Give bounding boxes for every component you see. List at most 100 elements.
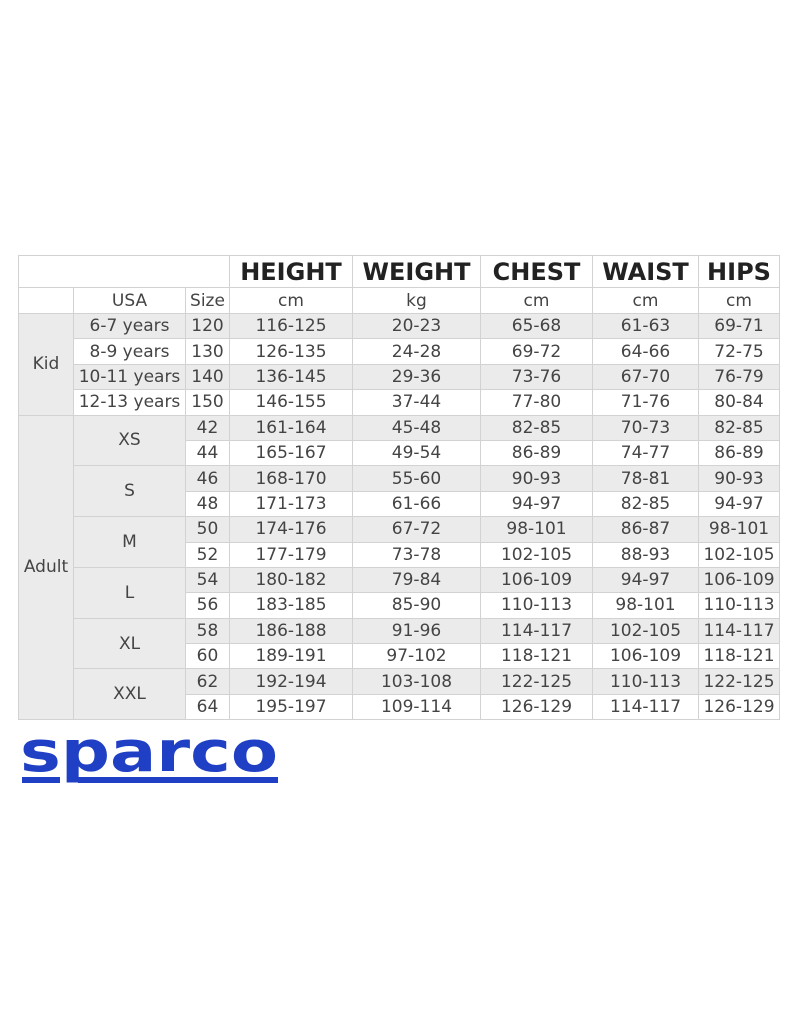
table-row: 60 189-191 97-102 118-121 106-109 118-121: [19, 643, 780, 670]
measure-cell: 116-125: [229, 312, 353, 340]
size-cell: 48: [185, 490, 230, 518]
usa-size-cell: 10-11 years: [73, 363, 186, 391]
measure-cell: 64-66: [592, 338, 699, 365]
measure-cell: 69-72: [480, 338, 593, 365]
measure-cell: 122-125: [480, 668, 593, 695]
usa-size-cell: 6-7 years: [73, 312, 186, 340]
column-header: CHEST: [480, 255, 593, 288]
measure-cell: 55-60: [352, 465, 481, 492]
adult-group-label: Adult: [18, 414, 74, 721]
measure-cell: 189-191: [229, 643, 353, 670]
measure-cell: 76-79: [698, 363, 780, 391]
table-row: 52 177-179 73-78 102-105 88-93 102-105: [19, 541, 780, 568]
size-cell: 42: [185, 414, 230, 441]
measure-cell: 82-85: [592, 490, 699, 518]
measure-cell: 102-105: [592, 617, 699, 645]
usa-size-cell: XXL: [73, 668, 186, 721]
measure-cell: 73-76: [480, 363, 593, 391]
measure-cell: 126-135: [229, 338, 353, 365]
measure-cell: 126-129: [698, 693, 780, 721]
size-cell: 60: [185, 643, 230, 670]
measure-cell: 192-194: [229, 668, 353, 695]
measure-cell: 61-63: [592, 312, 699, 340]
measure-cell: 118-121: [698, 643, 780, 670]
measure-cell: 29-36: [352, 363, 481, 391]
measure-cell: 70-73: [592, 414, 699, 441]
size-chart-table: HEIGHT WEIGHT CHEST WAIST HIPS USA Size cm kg cm c…: [18, 255, 780, 721]
measure-cell: 171-173: [229, 490, 353, 518]
table-row: 44 165-167 49-54 86-89 74-77 86-89: [19, 439, 780, 467]
table-row: M 50 174-176 67-72 98-101 86-87 98-101: [19, 516, 780, 568]
measure-cell: 78-81: [592, 465, 699, 492]
measure-cell: 109-114: [352, 693, 481, 721]
measure-cell: 94-97: [480, 490, 593, 518]
measure-cell: 77-80: [480, 389, 593, 416]
measure-cell: 37-44: [352, 389, 481, 416]
measure-cell: 180-182: [229, 566, 353, 594]
size-cell: 62: [185, 668, 230, 695]
measure-cell: 186-188: [229, 617, 353, 645]
usa-size-cell: S: [73, 465, 186, 518]
table-row: 48 171-173 61-66 94-97 82-85 94-97: [19, 490, 780, 518]
table-row: Adult XS 42 161-164 45-48 82-85 70-73 82-85: [18, 414, 780, 721]
measure-cell: 136-145: [229, 363, 353, 391]
measure-cell: 73-78: [352, 541, 481, 568]
table-row: 56 183-185 85-90 110-113 98-101 110-113: [19, 592, 780, 619]
measure-cell: 106-109: [698, 566, 780, 594]
measure-cell: 49-54: [352, 439, 481, 467]
size-cell: 52: [185, 541, 230, 568]
unit-cell: cm: [592, 287, 699, 314]
measure-cell: 94-97: [592, 566, 699, 594]
measure-cell: 79-84: [352, 566, 481, 594]
measure-cell: 24-28: [352, 338, 481, 365]
header-row: HEIGHT WEIGHT CHEST WAIST HIPS: [18, 255, 780, 288]
measure-cell: 118-121: [480, 643, 593, 670]
measure-cell: 90-93: [480, 465, 593, 492]
table-row: 10-11 years 140 136-145 29-36 73-76 67-70 76-7…: [19, 363, 780, 391]
table-row: 8-9 years 130 126-135 24-28 69-72 64-66 72-75: [19, 338, 780, 365]
measure-cell: 82-85: [698, 414, 780, 441]
measure-cell: 97-102: [352, 643, 481, 670]
measure-cell: 114-117: [592, 693, 699, 721]
size-cell: 150: [185, 389, 230, 416]
usa-size-cell: XL: [73, 617, 186, 670]
measure-cell: 114-117: [480, 617, 593, 645]
measure-cell: 72-75: [698, 338, 780, 365]
table-row: S 46 168-170 55-60 90-93 78-81 90-93: [19, 465, 780, 518]
size-header: Size: [185, 287, 230, 314]
measure-cell: 82-85: [480, 414, 593, 441]
unit-cell: cm: [698, 287, 780, 314]
table-row: L 54 180-182 79-84 106-109 94-97 106-109: [19, 566, 780, 619]
column-header: HEIGHT: [229, 255, 353, 288]
size-cell: 46: [185, 465, 230, 492]
unit-cell: cm: [229, 287, 353, 314]
measure-cell: 86-89: [480, 439, 593, 467]
measure-cell: 80-84: [698, 389, 780, 416]
usa-header: USA: [73, 287, 186, 314]
measure-cell: 102-105: [480, 541, 593, 568]
measure-cell: 122-125: [698, 668, 780, 695]
measure-cell: 114-117: [698, 617, 780, 645]
size-cell: 130: [185, 338, 230, 365]
measure-cell: 88-93: [592, 541, 699, 568]
measure-cell: 103-108: [352, 668, 481, 695]
measure-cell: 71-76: [592, 389, 699, 416]
measure-cell: 110-113: [592, 668, 699, 695]
measure-cell: 195-197: [229, 693, 353, 721]
measure-cell: 86-87: [592, 516, 699, 543]
measure-cell: 126-129: [480, 693, 593, 721]
measure-cell: 146-155: [229, 389, 353, 416]
table-row: XL 58 186-188 91-96 114-117 102-105 114-117: [19, 617, 780, 670]
measure-cell: 67-72: [352, 516, 481, 543]
measure-cell: 45-48: [352, 414, 481, 441]
unit-cell: cm: [480, 287, 593, 314]
size-cell: 44: [185, 439, 230, 467]
logo-text: sparco: [20, 725, 278, 785]
size-cell: 56: [185, 592, 230, 619]
measure-cell: 86-89: [698, 439, 780, 467]
measure-cell: 67-70: [592, 363, 699, 391]
column-header: WAIST: [592, 255, 699, 288]
column-header: WEIGHT: [352, 255, 481, 288]
header-blank-cell: [18, 255, 230, 288]
column-header: HIPS: [698, 255, 780, 288]
